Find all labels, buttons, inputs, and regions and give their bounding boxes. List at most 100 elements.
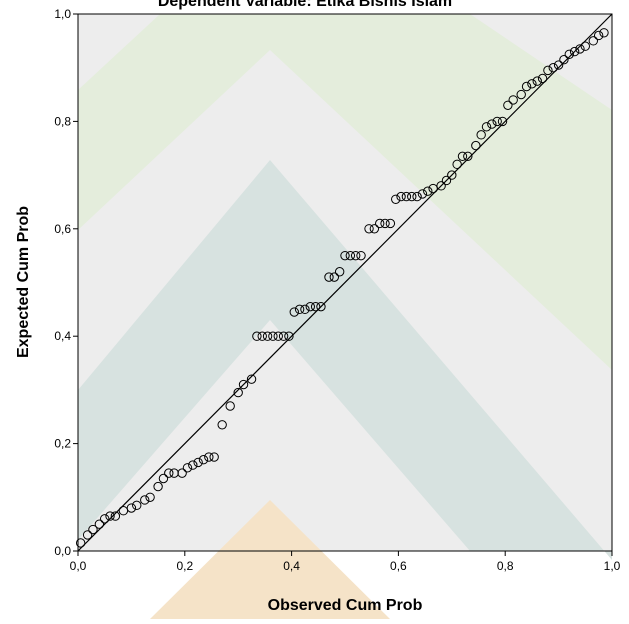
data-point [452, 159, 462, 170]
data-point [257, 331, 267, 341]
data-point [294, 304, 305, 315]
data-point [345, 250, 356, 261]
data-point [88, 524, 98, 535]
data-point [588, 36, 599, 46]
data-point [492, 116, 502, 127]
data-point [423, 186, 433, 196]
y-tick-label: 0,2 [54, 437, 71, 451]
data-point [177, 468, 187, 478]
data-point [532, 76, 542, 86]
data-point [487, 119, 497, 129]
data-point [364, 224, 374, 234]
data-point [289, 307, 299, 317]
data-point [193, 457, 203, 468]
x-tick-label: 0,0 [70, 559, 87, 573]
x-axis-title: Observed Cum Prob [268, 597, 423, 614]
data-points [75, 28, 609, 548]
data-point [324, 272, 334, 282]
x-tick-label: 0,4 [283, 559, 300, 573]
x-tick-label: 1,0 [604, 559, 621, 573]
data-point [553, 60, 564, 70]
data-point [543, 65, 553, 76]
y-tick-label: 0,4 [54, 329, 71, 343]
data-point [94, 519, 105, 529]
data-point [82, 530, 93, 540]
y-tick-label: 0,0 [54, 544, 71, 558]
data-point [284, 331, 294, 341]
data-point [316, 301, 326, 312]
data-point [436, 181, 446, 191]
data-point [204, 452, 214, 462]
data-point [350, 250, 361, 261]
data-point [471, 140, 481, 151]
data-point [481, 122, 492, 132]
data-point [278, 331, 289, 341]
data-point [385, 218, 396, 229]
data-point [233, 387, 243, 398]
data-point [580, 41, 590, 51]
data-point [412, 191, 422, 202]
data-point [396, 191, 406, 202]
data-point [262, 331, 273, 341]
y-axis: 0,0 0,2 0,4 0,6 0,8 1,0 [54, 7, 78, 558]
data-point [527, 79, 537, 89]
x-tick-label: 0,2 [176, 559, 193, 573]
data-point [463, 151, 473, 162]
x-tick-label: 0,8 [497, 559, 514, 573]
x-axis: 0,0 0,2 0,4 0,6 0,8 1,0 [70, 551, 621, 573]
reference-line [77, 13, 613, 552]
data-point [334, 267, 345, 277]
data-point [164, 468, 174, 478]
data-point [497, 116, 508, 127]
data-point [225, 401, 235, 411]
data-point [575, 44, 585, 54]
data-point [516, 89, 526, 100]
data-point [521, 81, 532, 92]
data-point [329, 272, 340, 282]
data-point [407, 191, 417, 202]
data-point [158, 473, 169, 484]
data-point [447, 170, 457, 180]
y-tick-label: 0,6 [54, 222, 71, 236]
data-point [548, 62, 558, 73]
data-point [369, 224, 380, 234]
data-point [75, 538, 86, 548]
y-axis-title: Expected Cum Prob [15, 206, 32, 358]
data-point [391, 194, 401, 204]
data-point [300, 304, 310, 315]
watermark-green-chevron [78, 14, 612, 370]
watermark [78, 14, 612, 619]
data-point [132, 500, 142, 511]
data-point [140, 495, 150, 505]
data-point [441, 175, 452, 186]
data-point [273, 331, 283, 341]
data-point [198, 455, 209, 465]
watermark-teal-chevron [78, 160, 612, 560]
data-point [217, 420, 227, 430]
data-point [310, 301, 321, 312]
data-point [564, 49, 574, 59]
data-point [182, 463, 193, 473]
data-point [417, 189, 428, 199]
y-tick-label: 0,8 [54, 114, 71, 128]
data-point [188, 460, 198, 470]
data-point [100, 514, 110, 524]
data-point [126, 503, 137, 513]
data-point [268, 331, 278, 341]
data-point [375, 218, 385, 229]
data-point [153, 481, 163, 492]
data-point [569, 46, 580, 57]
data-point [110, 511, 121, 521]
data-point [593, 30, 604, 41]
x-tick-label: 0,6 [390, 559, 407, 573]
data-point [559, 54, 569, 65]
data-point [503, 100, 513, 110]
data-point [508, 95, 518, 105]
data-point [401, 191, 412, 202]
data-point [238, 379, 249, 390]
data-point [380, 218, 390, 229]
data-point [305, 301, 315, 312]
y-tick-label: 1,0 [54, 7, 71, 21]
